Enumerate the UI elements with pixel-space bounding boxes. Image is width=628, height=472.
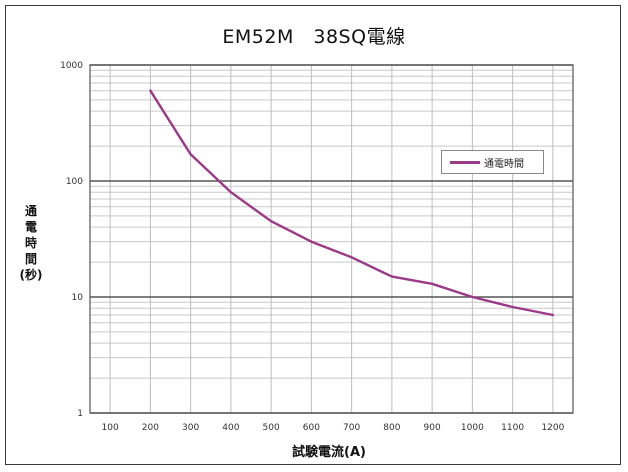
legend-label: 通電時間 — [484, 158, 524, 170]
y-axis-label-char: 間 — [24, 252, 37, 266]
x-tick-label: 500 — [263, 423, 280, 433]
x-tick-label: 1100 — [501, 423, 524, 433]
y-tick-label: 10 — [72, 293, 84, 303]
x-tick-label: 700 — [343, 423, 360, 433]
x-tick-label: 1200 — [541, 423, 564, 433]
plot-area — [90, 65, 573, 413]
x-axis-label: 試験電流(A) — [292, 445, 366, 460]
x-tick-label: 300 — [182, 423, 199, 433]
y-axis-label-char: 電 — [24, 220, 37, 234]
y-tick-label: 1000 — [60, 61, 83, 71]
chart-title: EM52M 38SQ電線 — [222, 26, 406, 48]
x-tick-label: 100 — [102, 423, 119, 433]
y-axis-label-char: (秒) — [19, 268, 43, 282]
y-axis-label-char: 通 — [24, 204, 37, 218]
y-axis-label: 通電時間 (秒) — [18, 203, 44, 283]
x-tick-label: 200 — [142, 423, 159, 433]
x-tick-label: 600 — [303, 423, 320, 433]
x-tick-label: 800 — [383, 423, 400, 433]
plot-border — [89, 64, 574, 414]
y-axis-label-char: 時 — [24, 236, 37, 250]
legend-swatch — [450, 160, 480, 164]
chart-legend: 通電時間 — [441, 150, 544, 174]
y-tick-label: 100 — [66, 177, 83, 187]
y-tick-label: 1 — [77, 409, 83, 419]
series-line — [149, 89, 555, 317]
x-tick-label: 1000 — [461, 423, 484, 433]
x-tick-label: 900 — [424, 423, 441, 433]
x-tick-label: 400 — [222, 423, 239, 433]
